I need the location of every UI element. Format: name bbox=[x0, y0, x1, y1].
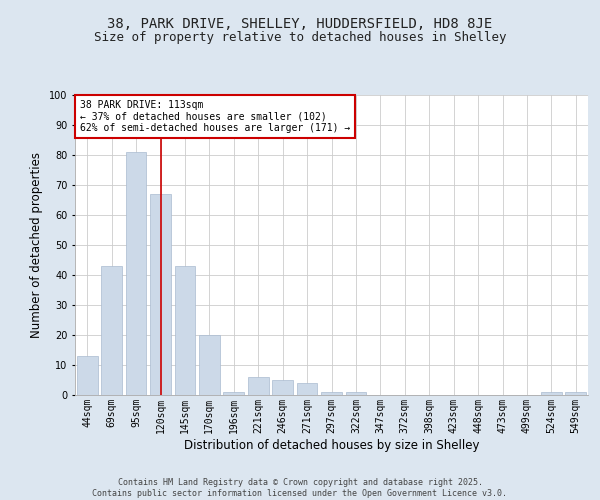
Bar bbox=[272, 380, 293, 395]
Bar bbox=[223, 392, 244, 395]
Y-axis label: Number of detached properties: Number of detached properties bbox=[31, 152, 43, 338]
Bar bbox=[175, 266, 196, 395]
Bar bbox=[541, 392, 562, 395]
Bar bbox=[101, 266, 122, 395]
Bar bbox=[248, 377, 269, 395]
Bar bbox=[199, 335, 220, 395]
Text: 38, PARK DRIVE, SHELLEY, HUDDERSFIELD, HD8 8JE: 38, PARK DRIVE, SHELLEY, HUDDERSFIELD, H… bbox=[107, 18, 493, 32]
Bar bbox=[321, 392, 342, 395]
Bar bbox=[150, 194, 171, 395]
Text: 38 PARK DRIVE: 113sqm
← 37% of detached houses are smaller (102)
62% of semi-det: 38 PARK DRIVE: 113sqm ← 37% of detached … bbox=[80, 100, 350, 132]
Bar bbox=[77, 356, 98, 395]
Text: Size of property relative to detached houses in Shelley: Size of property relative to detached ho… bbox=[94, 31, 506, 44]
Bar bbox=[346, 392, 367, 395]
Bar bbox=[125, 152, 146, 395]
Bar bbox=[565, 392, 586, 395]
Bar bbox=[296, 383, 317, 395]
X-axis label: Distribution of detached houses by size in Shelley: Distribution of detached houses by size … bbox=[184, 438, 479, 452]
Text: Contains HM Land Registry data © Crown copyright and database right 2025.
Contai: Contains HM Land Registry data © Crown c… bbox=[92, 478, 508, 498]
